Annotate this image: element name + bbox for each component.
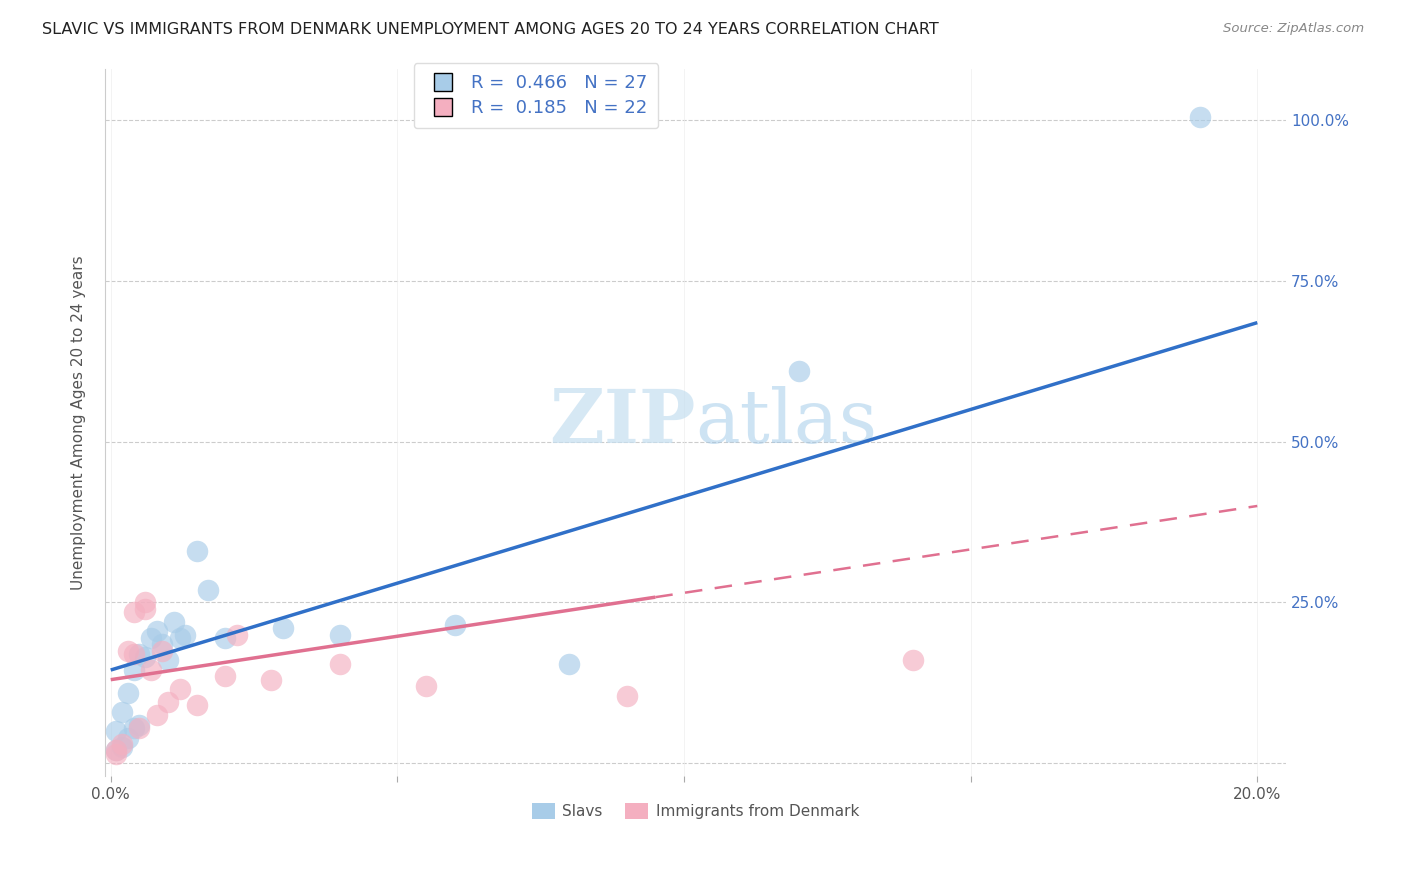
Slavs: [139, 631, 162, 645]
Immigrants from Denmark: [214, 669, 236, 683]
Text: ZIP: ZIP: [550, 386, 696, 458]
Immigrants from Denmark: [903, 653, 925, 667]
Slavs: [558, 657, 581, 671]
Immigrants from Denmark: [260, 673, 283, 687]
Slavs: [443, 618, 465, 632]
Immigrants from Denmark: [105, 743, 128, 757]
Slavs: [163, 615, 186, 629]
Slavs: [157, 653, 180, 667]
Immigrants from Denmark: [157, 695, 180, 709]
Immigrants from Denmark: [616, 689, 638, 703]
Y-axis label: Unemployment Among Ages 20 to 24 years: Unemployment Among Ages 20 to 24 years: [72, 255, 86, 590]
Slavs: [169, 631, 191, 645]
Immigrants from Denmark: [415, 679, 437, 693]
Immigrants from Denmark: [169, 682, 191, 697]
Immigrants from Denmark: [145, 708, 167, 723]
Slavs: [111, 705, 134, 719]
Slavs: [105, 724, 128, 739]
Slavs: [214, 631, 236, 645]
Legend: Slavs, Immigrants from Denmark: Slavs, Immigrants from Denmark: [526, 797, 866, 825]
Slavs: [122, 663, 145, 677]
Immigrants from Denmark: [111, 737, 134, 751]
Immigrants from Denmark: [134, 595, 156, 609]
Slavs: [117, 685, 139, 699]
Slavs: [186, 544, 208, 558]
Slavs: [197, 582, 219, 597]
Immigrants from Denmark: [128, 721, 150, 735]
Immigrants from Denmark: [329, 657, 352, 671]
Text: SLAVIC VS IMMIGRANTS FROM DENMARK UNEMPLOYMENT AMONG AGES 20 TO 24 YEARS CORRELA: SLAVIC VS IMMIGRANTS FROM DENMARK UNEMPL…: [42, 22, 939, 37]
Slavs: [122, 721, 145, 735]
Immigrants from Denmark: [122, 605, 145, 619]
Slavs: [128, 647, 150, 661]
Text: atlas: atlas: [696, 386, 877, 458]
Immigrants from Denmark: [139, 663, 162, 677]
Slavs: [150, 637, 173, 651]
Slavs: [787, 364, 810, 378]
Slavs: [145, 624, 167, 639]
Immigrants from Denmark: [225, 627, 247, 641]
Immigrants from Denmark: [134, 602, 156, 616]
Immigrants from Denmark: [122, 647, 145, 661]
Slavs: [128, 717, 150, 731]
Immigrants from Denmark: [117, 644, 139, 658]
Slavs: [111, 740, 134, 755]
Slavs: [117, 731, 139, 745]
Slavs: [105, 743, 128, 757]
Text: Source: ZipAtlas.com: Source: ZipAtlas.com: [1223, 22, 1364, 36]
Immigrants from Denmark: [186, 698, 208, 713]
Slavs: [1188, 110, 1211, 124]
Slavs: [134, 650, 156, 665]
Immigrants from Denmark: [105, 747, 128, 761]
Immigrants from Denmark: [150, 644, 173, 658]
Slavs: [174, 627, 197, 641]
Slavs: [271, 621, 294, 635]
Slavs: [329, 627, 352, 641]
